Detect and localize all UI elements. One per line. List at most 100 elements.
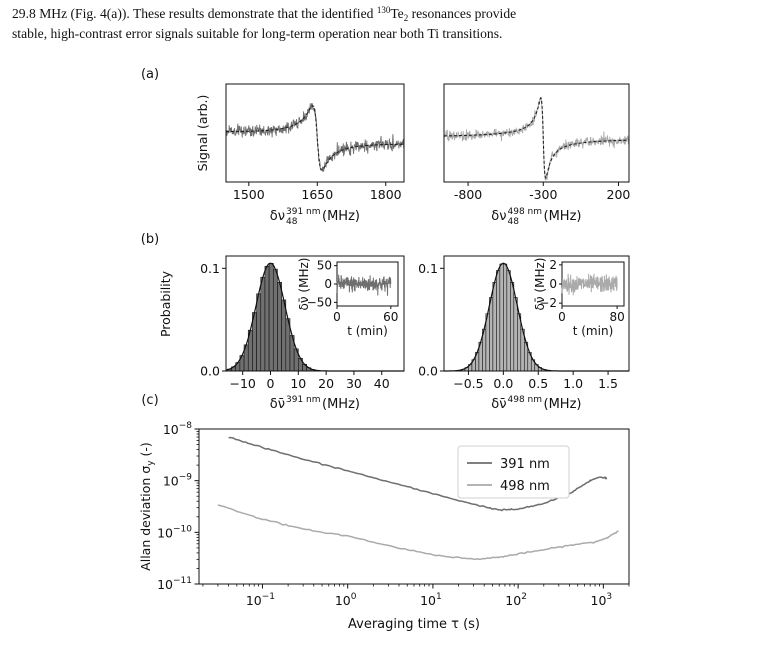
panel-c-legend: 391 nm 498 nm xyxy=(457,445,570,499)
panel-b-right-inset-ytick-label: −2 xyxy=(539,296,557,310)
panel-c-ylabel: Allan deviation σy (-) xyxy=(138,442,156,571)
panel-b-left-xtick-label: 10 xyxy=(290,376,306,391)
panel-b-left-inset-ylabel: δν̄ (MHz) xyxy=(297,258,311,311)
panel-a-right-frame xyxy=(443,83,630,183)
panel-b-left-inset-xtick-label: 60 xyxy=(383,310,398,324)
panel-b-right-histogram-bar xyxy=(499,263,504,372)
panel-a-ylabel: Signal (arb.) xyxy=(195,95,210,172)
panel-b-ylabel: Probability xyxy=(158,270,173,337)
panel-a-left-xlabel-sub: 48 xyxy=(286,217,298,227)
panel-b-left-xtick-label: 0 xyxy=(267,376,275,391)
panel-c-xlabel: Averaging time τ (s) xyxy=(348,617,480,632)
panel-a-left-xlabel-symbol: δν xyxy=(270,209,285,224)
panel-c-ytick-label: 10−9 xyxy=(163,473,192,489)
panel-c-ytick-label: 10−11 xyxy=(157,576,192,592)
panel-b-left-xlabel-unit: (MHz) xyxy=(322,397,360,412)
panel-b-left-xtick-label: 30 xyxy=(346,376,362,391)
panel-c: 10−1 100 101 102 10310−1110−1010−910−8Averag… xyxy=(138,421,630,632)
panel-b-left-inset-trace xyxy=(336,274,392,296)
panel-b-left-inset-xlabel: t (min) xyxy=(347,324,388,338)
panel-a-right-xtick-label: 200 xyxy=(607,187,631,202)
panel-b-right-inset-ytick-label: 2 xyxy=(549,258,557,272)
panel-b-right-inset-xtick-label: 80 xyxy=(609,310,624,324)
panel-b-right-frame xyxy=(443,255,630,372)
panel-b-right-inset-xlabel: t (min) xyxy=(573,324,614,338)
tick-base: 10 xyxy=(335,593,351,608)
tick-exp: 0 xyxy=(351,592,357,602)
panel-label-a: (a) xyxy=(141,67,159,82)
panel-b-right-histogram-bar xyxy=(492,282,497,372)
panel-b-right-xtick-label: 1.5 xyxy=(598,376,618,391)
panel-label-c: (c) xyxy=(141,393,158,408)
panel-label-b: (b) xyxy=(141,232,159,247)
body-paragraph: 29.8 MHz (Fig. 4(a)). These results demo… xyxy=(12,4,756,44)
ylabel-part: (-) xyxy=(138,442,153,460)
panel-b-right-histogram-bar xyxy=(510,282,515,372)
tick-base: 10 xyxy=(157,525,173,540)
panel-b-left-xlabel-symbol: δν̄ xyxy=(270,397,285,412)
panel-b-right: −0.5 0.0 0.5 1.0 1.5 0.0 0.1 δν̄ 498 nm (MHz) 0 80 2… xyxy=(418,255,630,412)
panel-a-right-xlabel-sub: 48 xyxy=(508,217,520,227)
panel-a-left-xlabel-sup: 391 nm xyxy=(286,207,321,217)
panel-b-right-inset-trace xyxy=(561,273,618,296)
panel-a-right-xlabel-sup: 498 nm xyxy=(508,207,543,217)
panel-a-right-xtick-label: -300 xyxy=(529,187,557,202)
panel-a-right-signal-trace xyxy=(443,96,630,181)
panel-c-xtick-label: 101 xyxy=(420,592,442,608)
panel-b-left: −10 0 10 20 30 400.00.1δν̄ 391 nm (MHz)0 60500−5… xyxy=(200,255,405,412)
paragraph-line-1: 29.8 MHz (Fig. 4(a)). These results demo… xyxy=(12,4,756,24)
panel-a-left-xtick-label: 1800 xyxy=(370,187,402,202)
panel-b-left-xtick-label: −10 xyxy=(229,376,255,391)
ylabel-part: y xyxy=(146,460,156,466)
panel-a-right-xlabel-symbol: δν xyxy=(491,209,506,224)
tick-exp: 3 xyxy=(606,592,612,602)
panel-b-right-histogram-bar xyxy=(496,270,501,372)
tick-exp: −11 xyxy=(173,576,192,586)
panel-b-right-inset-ytick-label: 0 xyxy=(549,277,557,291)
panel-b-right-histogram-bar xyxy=(506,270,511,372)
panel-a-left-fit-curve xyxy=(226,105,404,171)
panel-b-right-xlabel-symbol: δν̄ xyxy=(491,397,506,412)
panel-b-right-histogram-bar xyxy=(513,297,518,372)
panel-b-left-histogram-bar xyxy=(281,299,287,372)
tick-exp: 1 xyxy=(436,592,442,602)
panel-b-right-xtick-label: 0.5 xyxy=(528,376,548,391)
panel-c-xtick-label: 103 xyxy=(591,592,613,608)
tick-base: 10 xyxy=(163,474,179,489)
tick-exp: −8 xyxy=(179,421,193,431)
tick-exp: 2 xyxy=(521,592,527,602)
tick-exp: −9 xyxy=(179,473,193,483)
panel-c-frame xyxy=(198,428,630,585)
panel-b-right-histogram-bar xyxy=(517,313,522,372)
panel-b-right-xtick-label: 1.0 xyxy=(563,376,583,391)
panel-a-left-xtick-label: 1650 xyxy=(301,187,333,202)
tick-base: 10 xyxy=(420,593,436,608)
panel-b-left-histogram-bar xyxy=(260,276,266,372)
panel-a-right-xtick-label: -800 xyxy=(454,187,482,202)
panel-a-left-signal-trace xyxy=(225,103,405,172)
panel-b-left-frame xyxy=(225,255,405,372)
element-symbol: Te xyxy=(390,6,404,21)
panel-b-left-histogram-bar xyxy=(256,293,262,372)
panel-b-left-xlabel-sup: 391 nm xyxy=(286,395,321,405)
panel-c-ytick-label: 10−8 xyxy=(163,421,192,437)
tick-base: 10 xyxy=(157,577,173,592)
panel-b-right-xlabel-unit: (MHz) xyxy=(544,397,582,412)
panel-c-series-1 xyxy=(217,504,619,561)
line1-text: 29.8 MHz (Fig. 4(a)). These results demo… xyxy=(12,6,377,21)
legend-label-1: 498 nm xyxy=(500,479,550,494)
panel-b-right-xtick-label: 0.0 xyxy=(493,376,513,391)
tick-exp: −10 xyxy=(173,524,192,534)
tick-base: 10 xyxy=(591,593,607,608)
panel-b-right-inset-ylabel: δν̄ (MHz) xyxy=(533,258,547,311)
panel-b-left-histogram-bar xyxy=(272,268,278,372)
tick-base: 10 xyxy=(163,422,179,437)
line1-tail: resonances provide xyxy=(408,6,517,21)
molecule-subscript: 2 xyxy=(403,13,409,23)
panel-c-series-0 xyxy=(228,436,608,512)
panel-b-right-inset-xtick-label: 0 xyxy=(558,310,566,324)
panel-a-right-xlabel-unit: (MHz) xyxy=(544,209,582,224)
